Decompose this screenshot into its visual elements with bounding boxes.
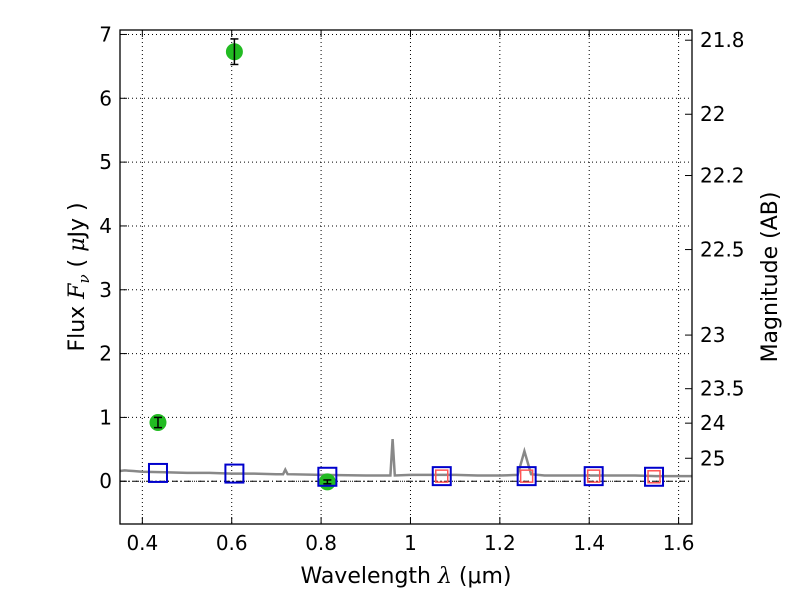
data-point-square-blue — [516, 466, 537, 487]
y2-tick-label: 23.5 — [700, 377, 745, 401]
y2-tick-label: 23 — [700, 323, 725, 347]
y2-tick-label: 22.2 — [700, 164, 745, 188]
x-tick-label: 0.4 — [126, 531, 158, 555]
data-point-square-blue — [224, 463, 245, 484]
y-tick-label: 7 — [99, 22, 112, 46]
y-axis-title-subscript: ν — [75, 274, 93, 283]
x-axis-ticks: 0.4 0.6 0.8 1 1.2 1.4 1.6 — [126, 30, 695, 555]
y-axis-title: Flux Fν ( μJy ) — [65, 202, 93, 351]
y-tick-label: 4 — [99, 214, 112, 238]
x-axis-title: Wavelength λ (μm) — [300, 564, 511, 589]
x-axis-title-units: (μm) — [452, 564, 512, 589]
data-point-square-blue — [583, 466, 604, 487]
y-axis-title-units-mu: μ — [65, 238, 90, 252]
y-tick-label: 5 — [99, 150, 112, 174]
y-tick-label: 6 — [99, 86, 112, 110]
y-tick-label: 2 — [99, 342, 112, 366]
x-tick-label: 1.4 — [573, 531, 605, 555]
data-point-square-red — [435, 469, 449, 483]
y-tick-label: 1 — [99, 405, 112, 429]
data-markers — [147, 38, 665, 491]
y-tick-label: 0 — [99, 469, 112, 493]
x-tick-label: 1.6 — [663, 531, 695, 555]
data-point-square-blue — [147, 462, 168, 483]
y2-axis-ticks: 21.8 22 22.2 22.5 23 23.5 24 25 — [685, 28, 745, 470]
y2-tick-label: 22.5 — [700, 238, 745, 262]
data-point-square-red — [647, 470, 661, 484]
y-tick-label: 3 — [99, 278, 112, 302]
data-point-square-red — [586, 469, 601, 483]
y2-tick-label: 22 — [700, 102, 725, 126]
y-axis-ticks: 0 1 2 3 4 5 6 7 — [99, 22, 127, 493]
plot-background — [120, 30, 692, 524]
x-tick-label: 1 — [404, 531, 417, 555]
x-tick-label: 0.8 — [305, 531, 337, 555]
x-axis-title-prefix: Wavelength — [300, 564, 438, 589]
data-point-square-blue — [431, 466, 452, 487]
grid-lines — [120, 30, 692, 524]
x-axis-title-symbol: λ — [437, 564, 452, 589]
y-axis-title-units-open: ( — [65, 252, 90, 275]
y2-tick-label: 25 — [700, 446, 725, 470]
y2-tick-label: 21.8 — [700, 28, 745, 52]
model-spectrum-line — [119, 439, 692, 478]
y-axis-title-symbol: F — [65, 283, 90, 300]
y-axis-title-prefix: Flux — [65, 299, 90, 352]
y-axis-title-units-close: Jy ) — [65, 202, 90, 239]
data-point-square-blue — [644, 466, 665, 487]
y2-axis-title: Magnitude (AB) — [758, 192, 783, 363]
x-tick-label: 0.6 — [216, 531, 248, 555]
y2-tick-label: 24 — [700, 411, 725, 435]
x-tick-label: 1.2 — [484, 531, 516, 555]
data-point-square-red — [519, 469, 534, 483]
data-point-square-blue — [317, 466, 338, 487]
plot-frame — [119, 29, 693, 525]
